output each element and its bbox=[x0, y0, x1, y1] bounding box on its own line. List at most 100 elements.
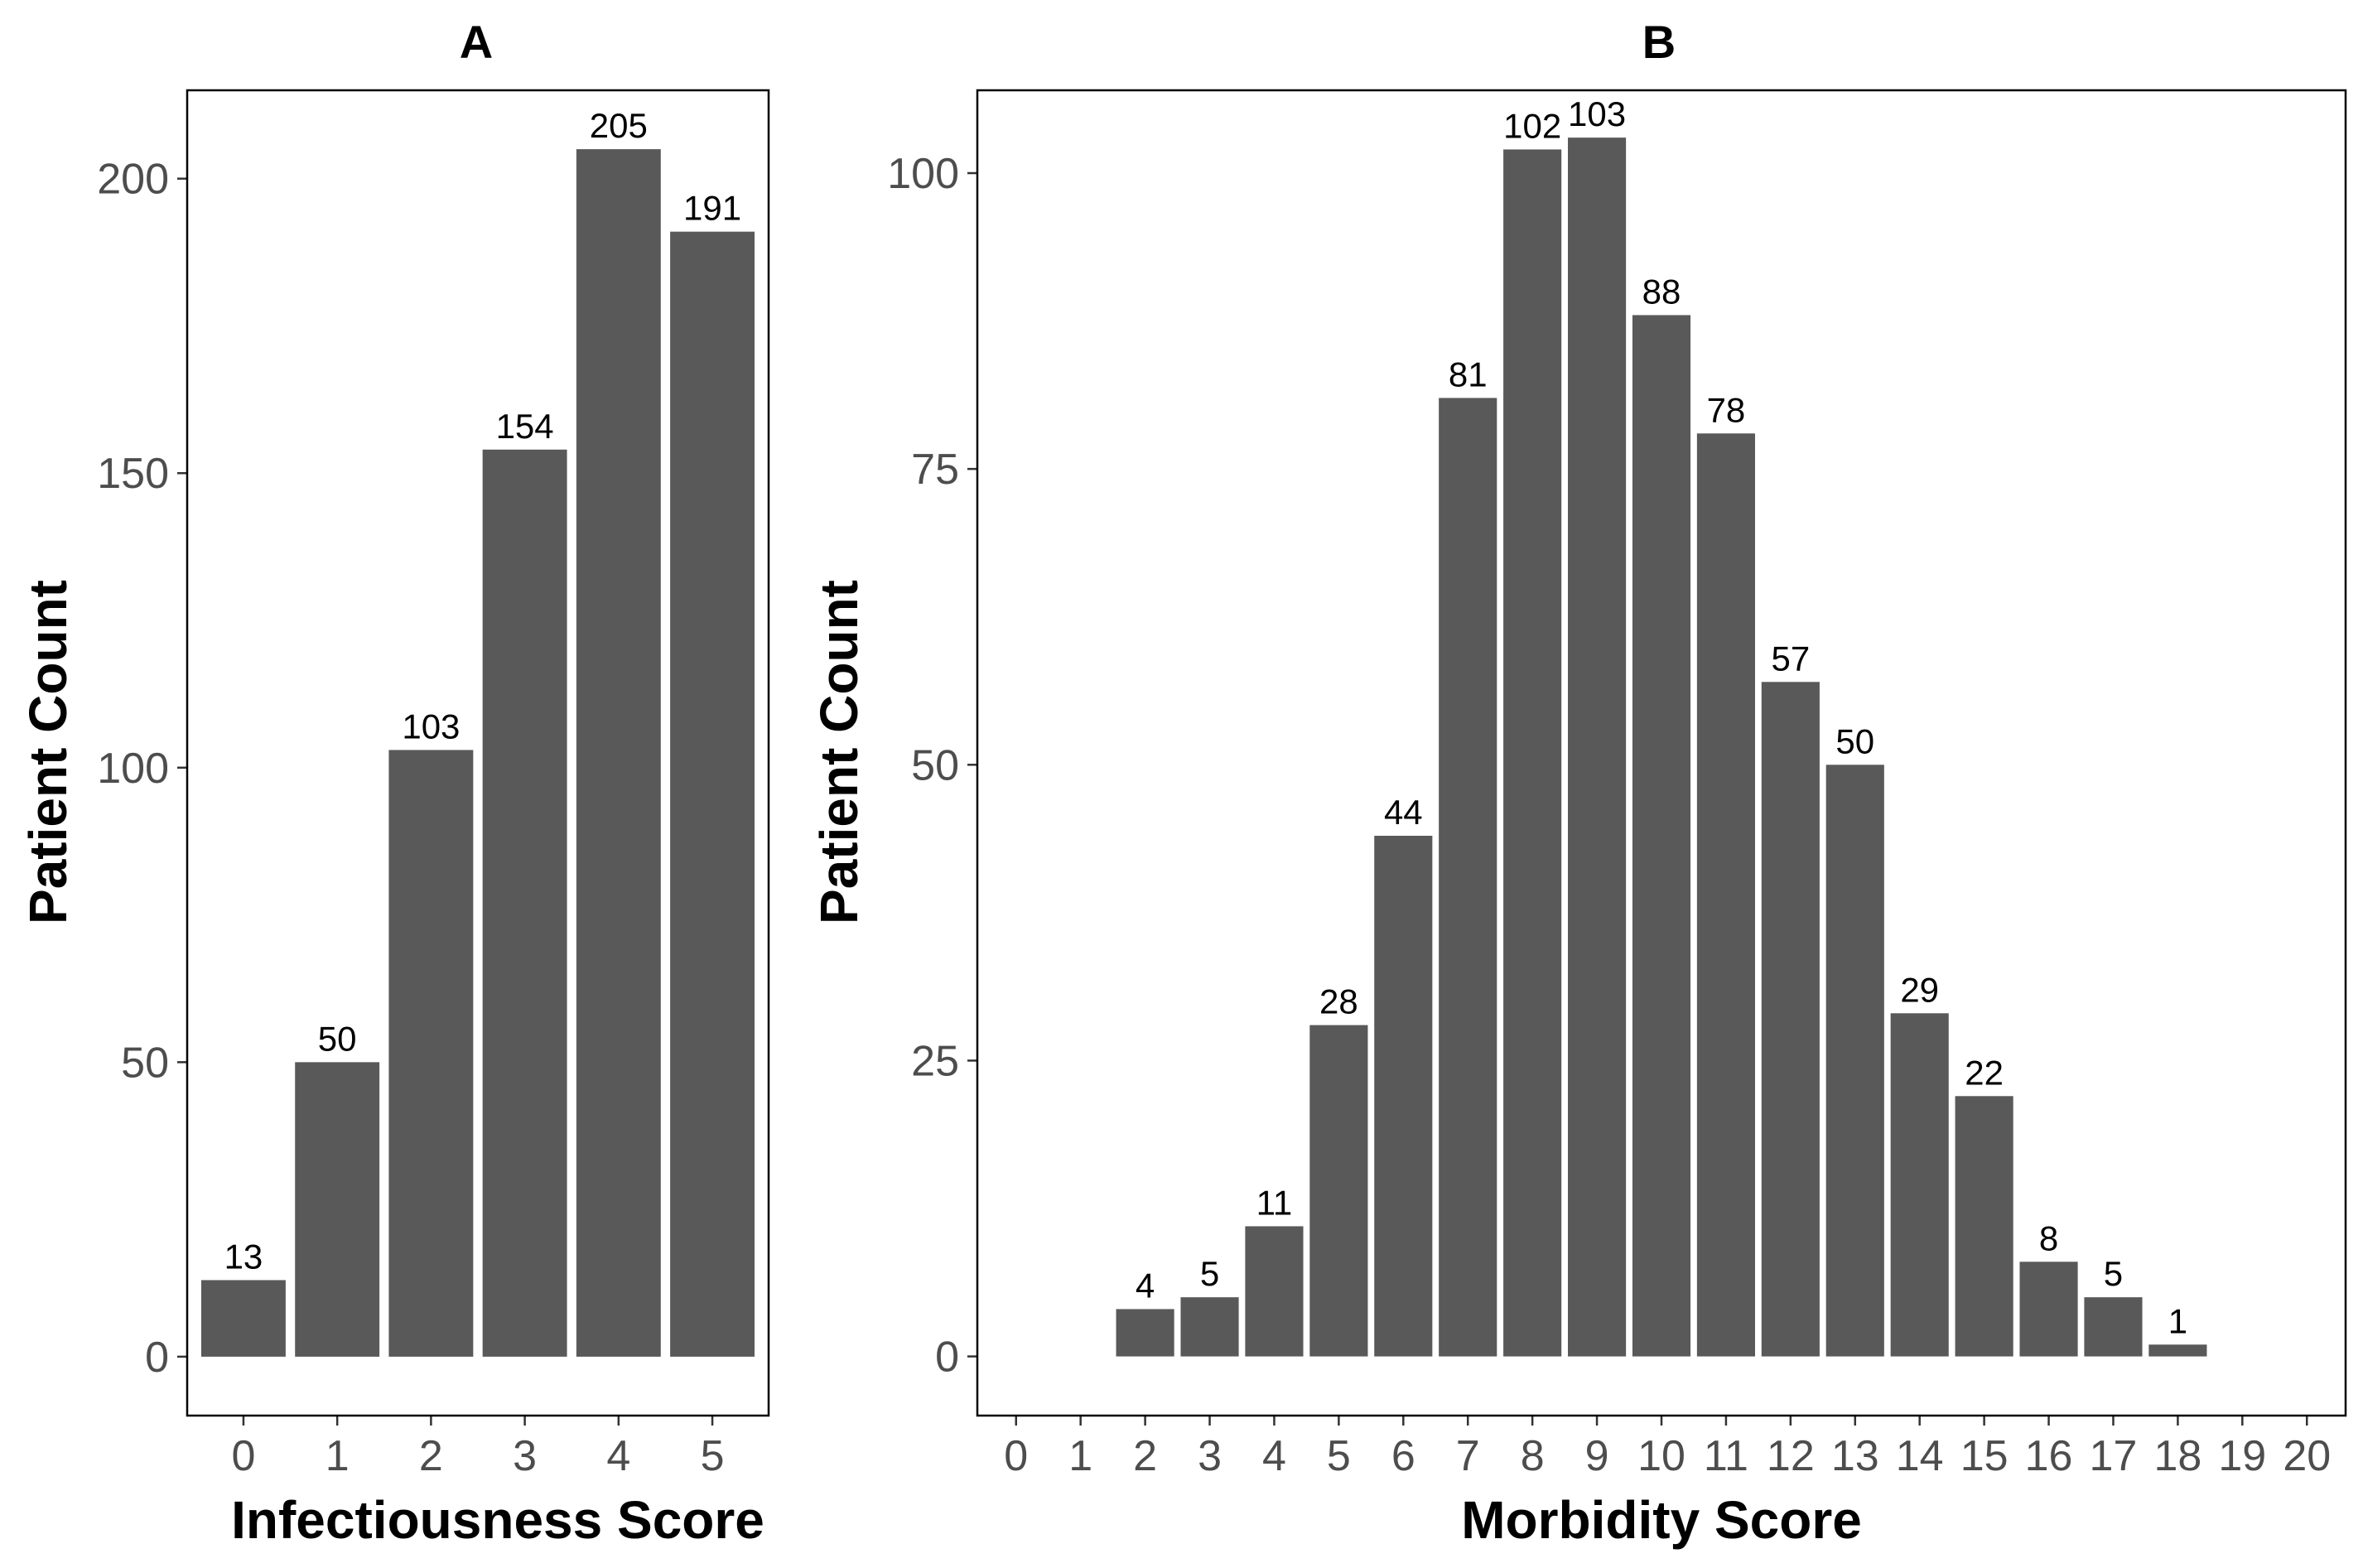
panel-a-data-label-3: 154 bbox=[496, 407, 554, 446]
panel-a-x-tick-label-4: 4 bbox=[606, 1432, 630, 1480]
panel-a-x-tick-label-3: 3 bbox=[513, 1432, 537, 1480]
panel-b-y-axis-title: Patient Count bbox=[809, 580, 869, 924]
panel-b-data-label-18: 1 bbox=[2168, 1301, 2187, 1340]
panel-b-x-tick-label-9: 9 bbox=[1585, 1432, 1609, 1480]
panel-b-data-label-2: 4 bbox=[1136, 1266, 1155, 1305]
panel-b-x-tick-label-5: 5 bbox=[1327, 1432, 1351, 1480]
panel-a-bar-5 bbox=[670, 231, 755, 1357]
panel-b-x-tick-label-17: 17 bbox=[2090, 1432, 2138, 1480]
panel-b-x-tick-label-1: 1 bbox=[1068, 1432, 1092, 1480]
panel-b-data-label-13: 50 bbox=[1835, 721, 1874, 760]
panel-b-y-axis: 0 25 50 75 100 bbox=[887, 150, 977, 1382]
panel-b-bar-17 bbox=[2084, 1297, 2143, 1357]
panel-b-data-labels: 4 5 11 28 44 81 102 103 88 78 57 50 29 22 8 5 1 bbox=[1136, 94, 2187, 1340]
panel-a-data-label-0: 13 bbox=[224, 1237, 263, 1276]
panel-a-data-label-1: 50 bbox=[318, 1019, 357, 1058]
panel-b-x-tick-label-8: 8 bbox=[1521, 1432, 1545, 1480]
panel-a-y-axis: 0 50 100 150 200 bbox=[97, 156, 187, 1382]
panel-b-data-label-3: 5 bbox=[1200, 1254, 1219, 1293]
panel-b-x-tick-label-10: 10 bbox=[1637, 1432, 1685, 1480]
panel-a-y-axis-title: Patient Count bbox=[18, 580, 78, 924]
panel-a-x-tick-label-2: 2 bbox=[419, 1432, 443, 1480]
panel-b-data-label-6: 44 bbox=[1384, 793, 1423, 832]
panel-b-title: B bbox=[1642, 16, 1676, 68]
panel-a-bar-3 bbox=[482, 449, 567, 1357]
panel-b-x-tick-label-15: 15 bbox=[1960, 1432, 2009, 1480]
panel-a-bar-1 bbox=[295, 1062, 380, 1357]
panel-b-bar-14 bbox=[1890, 1013, 1949, 1357]
panel-b-x-axis: 0 1 2 3 4 5 6 7 8 9 10 11 12 13 14 15 16 17 18 19 20 bbox=[1004, 1416, 2331, 1480]
panel-b-data-label-9: 103 bbox=[1568, 94, 1626, 133]
panel-b-y-tick-label-25: 25 bbox=[911, 1037, 959, 1085]
panel-b-x-tick-label-3: 3 bbox=[1198, 1432, 1222, 1480]
panel-a-x-tick-label-1: 1 bbox=[326, 1432, 350, 1480]
panel-b-bar-16 bbox=[2019, 1262, 2078, 1357]
panel-b-x-tick-label-7: 7 bbox=[1456, 1432, 1480, 1480]
panel-b-x-tick-label-13: 13 bbox=[1831, 1432, 1879, 1480]
panel-a-y-tick-label-100: 100 bbox=[97, 745, 169, 793]
panel-a-data-label-5: 191 bbox=[683, 189, 741, 228]
panel-a-x-tick-label-0: 0 bbox=[231, 1432, 255, 1480]
panel-b-data-label-17: 5 bbox=[2104, 1254, 2123, 1293]
panel-b-bar-12 bbox=[1761, 682, 1820, 1357]
panel-b-x-tick-label-2: 2 bbox=[1133, 1432, 1157, 1480]
panel-b-x-tick-label-0: 0 bbox=[1004, 1432, 1028, 1480]
panel-b-bar-3 bbox=[1180, 1297, 1239, 1357]
panel-b-data-label-16: 8 bbox=[2039, 1218, 2058, 1257]
panel-a-x-tick-label-5: 5 bbox=[701, 1432, 725, 1480]
panel-b-bar-13 bbox=[1825, 765, 1884, 1357]
panel-b-bar-5 bbox=[1309, 1025, 1368, 1357]
panel-b-bar-8 bbox=[1503, 149, 1562, 1357]
panel-b-x-tick-label-11: 11 bbox=[1704, 1432, 1748, 1480]
panel-b-data-label-8: 102 bbox=[1503, 106, 1561, 145]
panel-a-y-tick-label-150: 150 bbox=[97, 450, 169, 498]
panel-a-data-label-2: 103 bbox=[402, 707, 460, 745]
panel-b-x-tick-label-16: 16 bbox=[2025, 1432, 2073, 1480]
panel-b-data-label-4: 11 bbox=[1256, 1183, 1293, 1222]
panel-b-x-tick-label-20: 20 bbox=[2283, 1432, 2331, 1480]
panel-b-x-tick-label-6: 6 bbox=[1391, 1432, 1415, 1480]
panel-a-y-tick-label-200: 200 bbox=[97, 156, 169, 204]
panel-b-bar-11 bbox=[1696, 433, 1755, 1357]
panel-a-bar-0 bbox=[200, 1280, 286, 1357]
panel-b-x-tick-label-12: 12 bbox=[1767, 1432, 1815, 1480]
panel-b-x-tick-label-19: 19 bbox=[2218, 1432, 2266, 1480]
panel-b-data-label-15: 22 bbox=[1965, 1053, 2004, 1092]
panel-b-data-label-10: 88 bbox=[1642, 272, 1681, 311]
panel-a-bars bbox=[200, 149, 755, 1357]
panel-a-plot-frame bbox=[186, 89, 770, 1417]
panel-a-title: A bbox=[460, 16, 493, 68]
panel-a-x-axis-title: Infectiousness Score bbox=[231, 1490, 764, 1550]
panel-a-y-tick-label-0: 0 bbox=[145, 1334, 169, 1382]
panel-b-bar-4 bbox=[1245, 1226, 1304, 1357]
panel-b-bar-7 bbox=[1439, 398, 1497, 1357]
panel-b-x-tick-label-18: 18 bbox=[2153, 1432, 2201, 1480]
panel-a-y-tick-label-50: 50 bbox=[121, 1039, 169, 1087]
panel-b-data-label-14: 29 bbox=[1900, 970, 1939, 1009]
panel-a: A 13 50 103 154 205 191 0 50 100 150 200 0 1 2 3 4 5 I… bbox=[18, 16, 770, 1550]
panel-a-x-axis: 0 1 2 3 4 5 bbox=[231, 1416, 725, 1480]
panel-b-bar-15 bbox=[1955, 1096, 2013, 1357]
panel-b-y-tick-label-50: 50 bbox=[911, 741, 959, 789]
panel-b-bar-2 bbox=[1116, 1309, 1174, 1357]
panel-a-data-label-4: 205 bbox=[590, 106, 648, 145]
panel-b-y-tick-label-0: 0 bbox=[935, 1334, 959, 1382]
panel-b-x-tick-label-14: 14 bbox=[1896, 1432, 1944, 1480]
panel-a-bar-2 bbox=[388, 750, 474, 1357]
panel-b-bar-18 bbox=[2148, 1344, 2207, 1357]
panel-b-bar-10 bbox=[1632, 315, 1691, 1357]
panel-a-bar-4 bbox=[576, 149, 661, 1357]
panel-b-data-label-11: 78 bbox=[1707, 390, 1746, 429]
panel-b-x-tick-label-4: 4 bbox=[1262, 1432, 1286, 1480]
panel-b-plot-frame bbox=[976, 89, 2347, 1417]
panel-b-bar-9 bbox=[1568, 138, 1627, 1357]
panel-b-bars bbox=[1116, 138, 2207, 1357]
panel-b-data-label-5: 28 bbox=[1319, 982, 1358, 1021]
panel-b-y-tick-label-100: 100 bbox=[887, 150, 959, 198]
panel-a-data-labels: 13 50 103 154 205 191 bbox=[224, 106, 742, 1276]
panel-b-bar-6 bbox=[1374, 836, 1433, 1357]
panel-b-x-axis-title: Morbidity Score bbox=[1461, 1490, 1862, 1550]
panel-b-data-label-12: 57 bbox=[1771, 639, 1810, 678]
